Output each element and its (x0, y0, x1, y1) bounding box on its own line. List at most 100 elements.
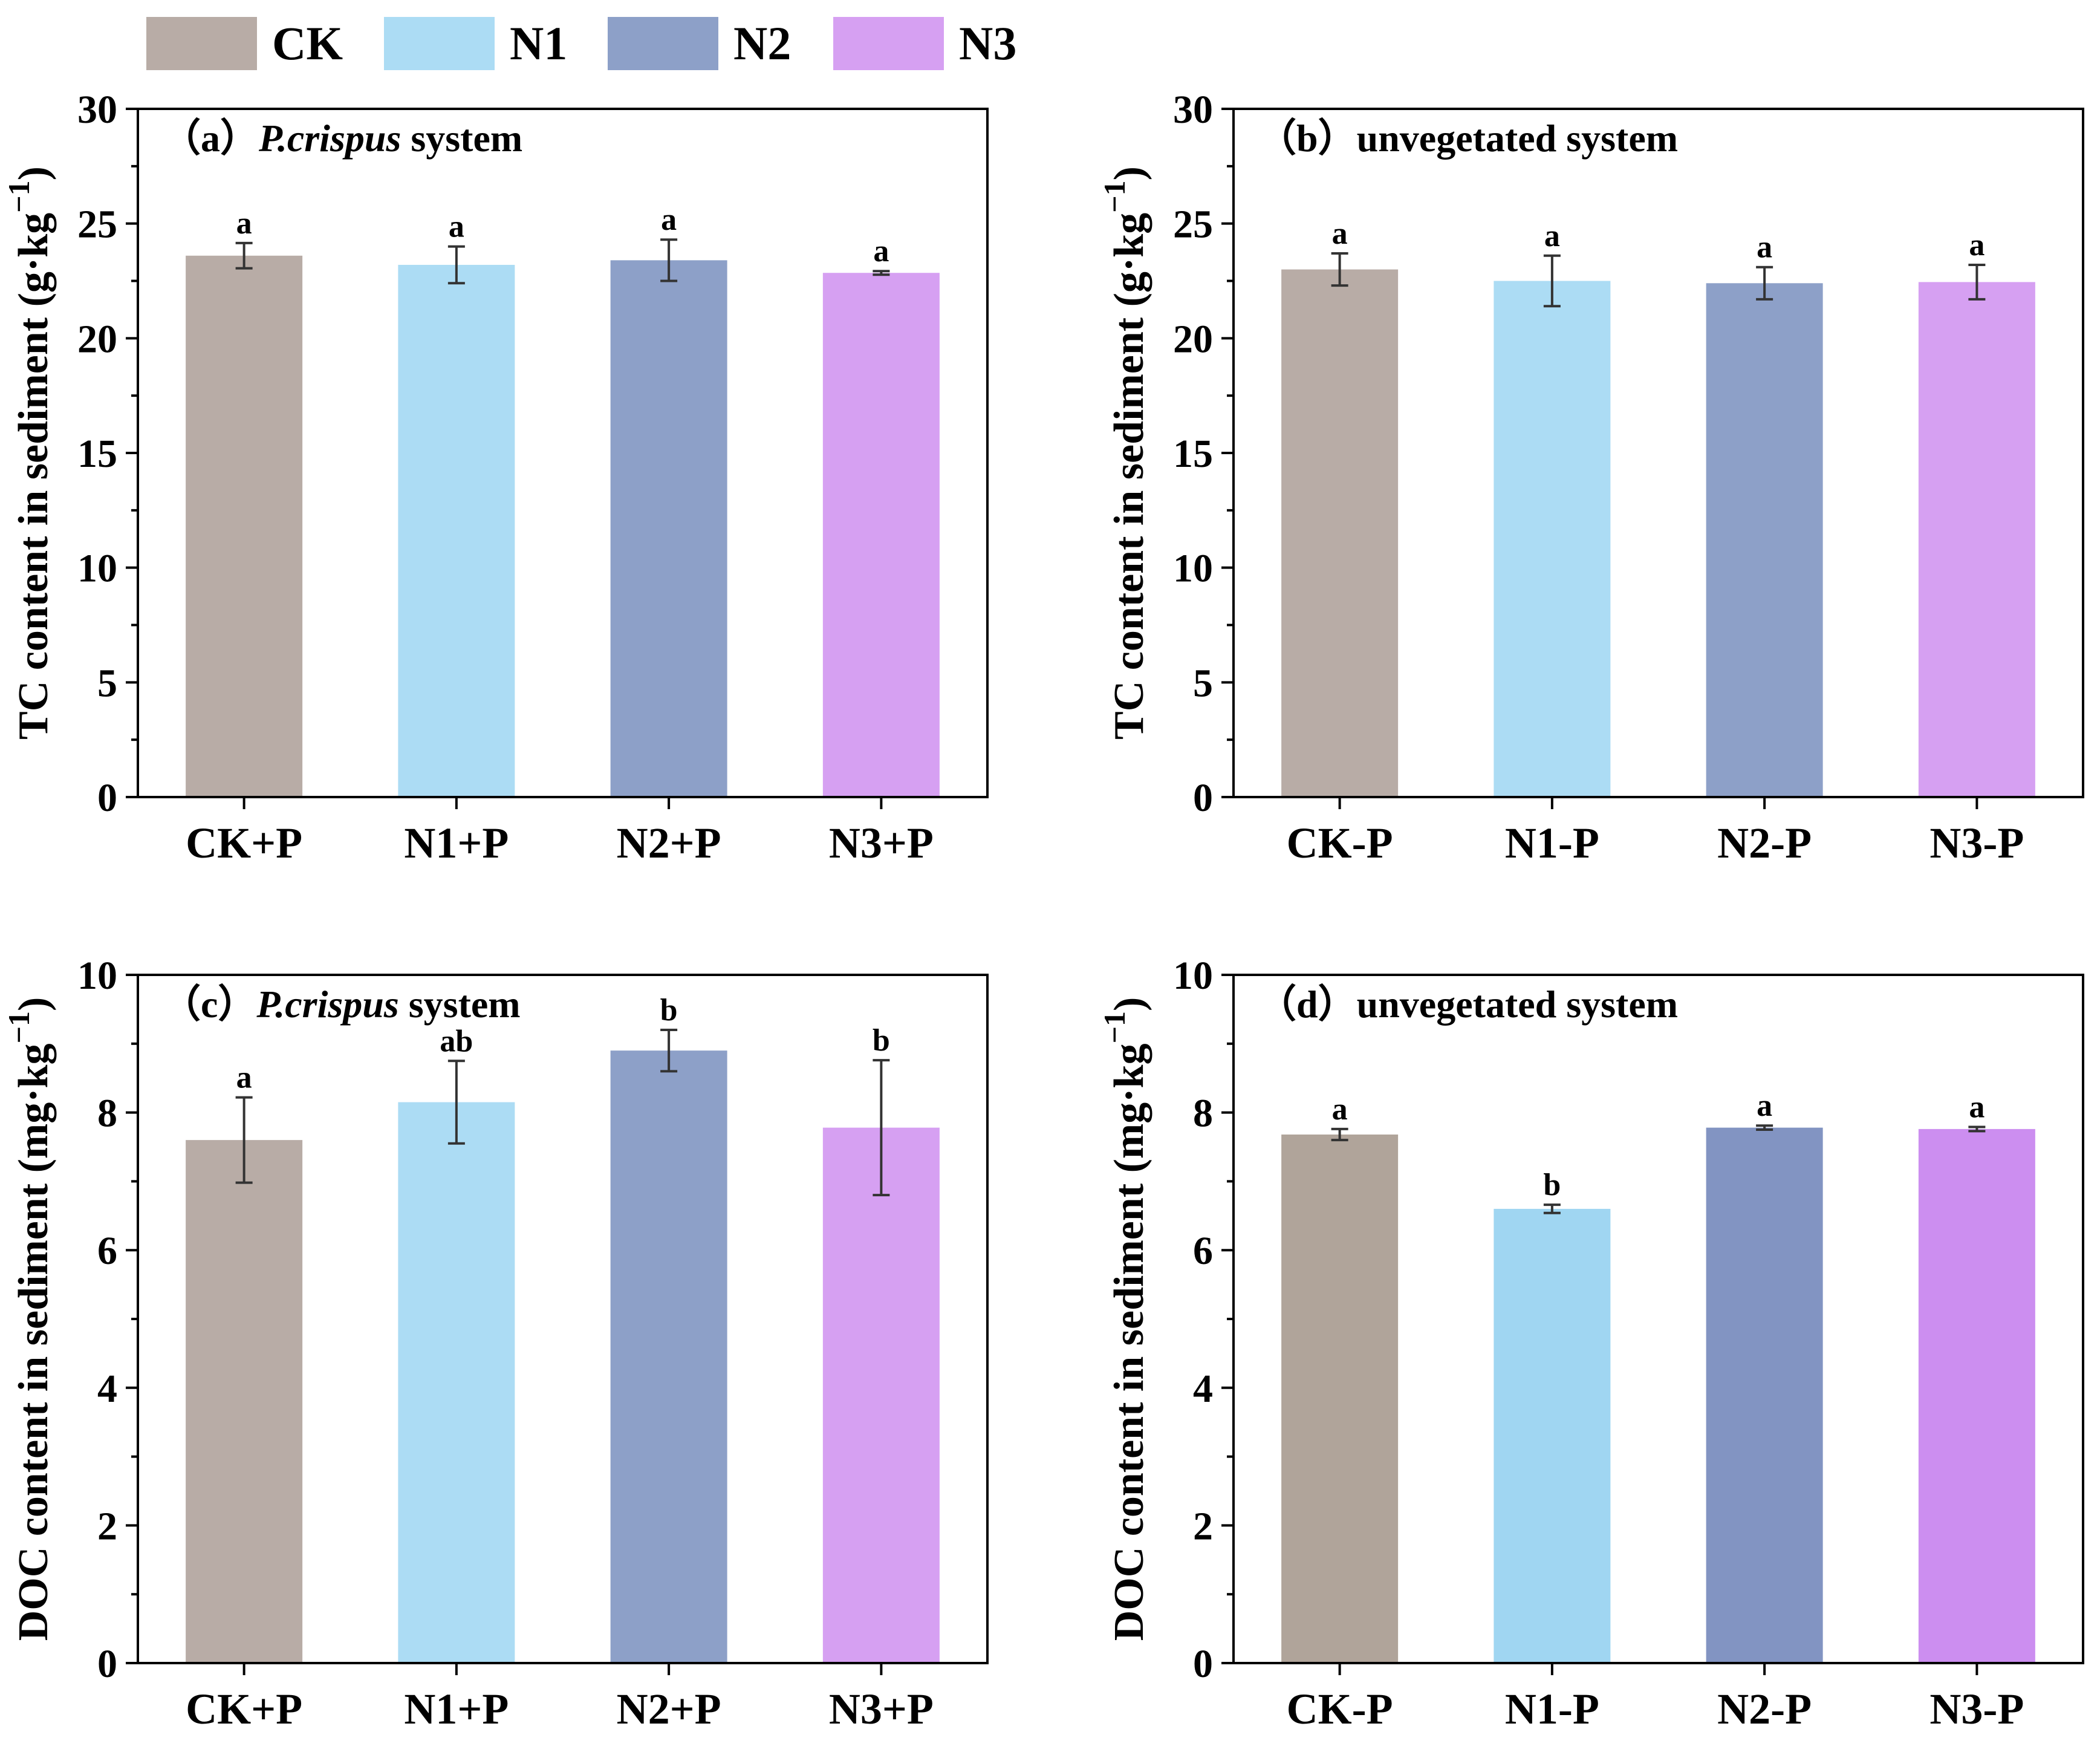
bar-n1-p (1494, 281, 1611, 797)
bar-n1-plusp (398, 264, 515, 797)
x-tick-label-2: N1-P (1505, 1685, 1599, 1733)
y-tick-label-0: 0 (97, 1642, 117, 1686)
legend-swatch-ck (146, 17, 257, 70)
bar-n2-p (1706, 283, 1823, 797)
y-axis-title-main: DOC content in sediment (mg·kg (1106, 1044, 1152, 1641)
panel-letter: （c） (162, 983, 256, 1026)
panels: aCK+PaN1+PaN2+PaN3+P051015202530（a）P.cri… (2, 88, 2084, 1733)
x-tick-label-4: N3-P (1929, 1685, 2024, 1733)
panel-title-text: unvegetated system (1357, 117, 1678, 160)
y-axis-title-close: ) (10, 166, 57, 180)
y-tick-label-6: 6 (1193, 1229, 1213, 1273)
y-tick-label-10: 10 (77, 547, 117, 591)
y-tick-label-25: 25 (77, 203, 117, 247)
x-tick-label-3: N2+P (617, 819, 721, 867)
bar-n2-p (1706, 1127, 1823, 1663)
y-axis-title-superscript: −1 (2, 180, 36, 213)
y-tick-label-30: 30 (77, 88, 117, 132)
panel-a: a CK+P a N1+P a N2+P a N3+P 0 5 10 15 20 25 30 （a）P.cri… (2, 88, 989, 867)
y-tick-label-0: 0 (1193, 1642, 1213, 1686)
bar-n3-plusp (822, 273, 940, 797)
y-axis-title-close: ) (1106, 997, 1152, 1011)
x-tick-label-2: N1+P (404, 1685, 509, 1733)
panel-letter: （b） (1258, 117, 1357, 160)
y-tick-label-20: 20 (1173, 317, 1213, 361)
bar-n3-plusp (822, 1127, 940, 1663)
y-axis-title-superscript: −1 (1097, 180, 1131, 213)
x-tick-label-4: N3+P (829, 1685, 934, 1733)
panel-title-species: P.crispus (258, 117, 401, 160)
x-tick-label-4: N3+P (829, 819, 934, 867)
significance-letter-1: a (1332, 217, 1348, 251)
significance-letter-1: a (1332, 1092, 1348, 1127)
bar-n1-plusp (398, 1102, 515, 1663)
legend: CK N1 N2 N3 (146, 17, 1016, 70)
legend-label-n3: N3 (959, 17, 1016, 70)
significance-letter-2: a (449, 210, 464, 244)
y-tick-label-8: 8 (1193, 1092, 1213, 1136)
legend-swatch-n3 (833, 17, 944, 70)
y-axis-title-main: TC content in sediment (g·kg (10, 213, 57, 740)
y-axis-title: DOC content in sediment (mg·kg−1) (1097, 997, 1152, 1641)
y-tick-label-15: 15 (1173, 432, 1213, 476)
y-tick-label-0: 0 (97, 776, 117, 820)
y-tick-label-25: 25 (1173, 203, 1213, 247)
significance-letter-2: a (1544, 219, 1560, 253)
y-tick-label-2: 2 (1193, 1504, 1213, 1548)
legend-swatch-n2 (608, 17, 718, 70)
significance-letter-3: b (660, 993, 678, 1027)
panel-letter: （a） (162, 117, 259, 160)
y-axis-title: DOC content in sediment (mg·kg−1) (2, 997, 57, 1641)
legend-label-n2: N2 (733, 17, 791, 70)
y-axis-title: TC content in sediment (g·kg−1) (1097, 166, 1152, 740)
legend-label-ck: CK (272, 17, 343, 70)
panel-title-species: P.crispus (256, 983, 398, 1026)
y-tick-label-4: 4 (97, 1367, 117, 1411)
x-tick-label-2: N1+P (404, 819, 509, 867)
x-tick-label-3: N2+P (617, 1685, 721, 1733)
significance-letter-4: a (1969, 1090, 1985, 1124)
significance-letter-3: a (1757, 230, 1772, 265)
bar-n2-plusp (610, 260, 727, 797)
significance-letter-4: b (873, 1023, 890, 1058)
panel-letter: （d） (1258, 983, 1357, 1026)
panel-title: （a）P.crispus system (162, 117, 522, 160)
significance-letter-1: a (236, 206, 252, 241)
significance-letter-4: a (1969, 228, 1985, 262)
legend-label-n1: N1 (510, 17, 567, 70)
y-tick-label-4: 4 (1193, 1367, 1213, 1411)
panel-title: （c）P.crispus system (162, 983, 521, 1026)
bar-ck-p (1281, 1135, 1399, 1663)
significance-letter-2: b (1543, 1168, 1561, 1202)
panel-title-text: system (399, 983, 521, 1026)
y-tick-label-10: 10 (1173, 547, 1213, 591)
y-tick-label-5: 5 (1193, 661, 1213, 705)
y-tick-label-15: 15 (77, 432, 117, 476)
y-tick-label-20: 20 (77, 317, 117, 361)
bar-n3-p (1918, 282, 2035, 797)
x-tick-label-1: CK-P (1287, 819, 1393, 867)
panel-c: a CK+P ab N1+P b N2+P b N3+P 0 2 4 6 8 10 （c）P.crispus… (2, 954, 989, 1733)
y-axis-title-main: TC content in sediment (g·kg (1106, 213, 1152, 740)
panel-title-text: system (401, 117, 522, 160)
y-tick-label-10: 10 (77, 954, 117, 998)
bar-n3-p (1918, 1128, 2035, 1663)
y-axis-title-superscript: −1 (1097, 1011, 1131, 1044)
panel-title: （b）unvegetated system (1258, 117, 1678, 160)
y-tick-label-6: 6 (97, 1229, 117, 1273)
y-axis-title-close: ) (10, 997, 57, 1011)
y-axis-title-superscript: −1 (2, 1011, 36, 1044)
legend-swatch-n1 (384, 17, 495, 70)
x-tick-label-2: N1-P (1505, 819, 1599, 867)
bar-ck-plusp (186, 255, 303, 798)
bar-n2-plusp (610, 1050, 727, 1663)
significance-letter-3: a (661, 203, 677, 237)
x-tick-label-1: CK+P (186, 819, 302, 867)
y-axis-title: TC content in sediment (g·kg−1) (2, 166, 57, 740)
y-axis-title-close: ) (1106, 166, 1152, 180)
y-tick-label-0: 0 (1193, 776, 1213, 820)
significance-letter-1: a (236, 1061, 252, 1095)
panel-b: a CK-P a N1-P a N2-P a N3-P 0 5 10 15 20 25 30 （b）unveg… (1097, 88, 2084, 867)
y-tick-label-30: 30 (1173, 88, 1213, 132)
